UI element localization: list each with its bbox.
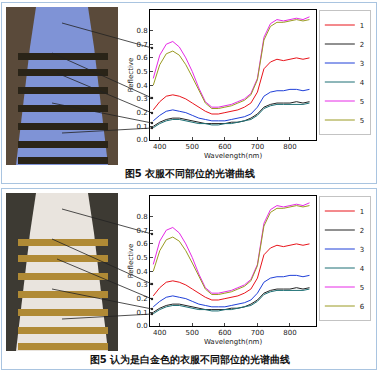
svg-text:0.4: 0.4 <box>136 82 148 90</box>
svg-text:6: 6 <box>360 303 365 311</box>
svg-text:5: 5 <box>360 98 364 106</box>
svg-text:400: 400 <box>153 143 166 151</box>
svg-text:800: 800 <box>283 143 296 151</box>
svg-text:700: 700 <box>251 143 264 151</box>
svg-text:500: 500 <box>186 143 199 151</box>
svg-text:0.8: 0.8 <box>136 213 147 221</box>
svg-text:0.3: 0.3 <box>136 95 147 103</box>
svg-text:0.3: 0.3 <box>136 281 147 289</box>
svg-text:0.6: 0.6 <box>136 54 148 62</box>
svg-text:5: 5 <box>360 284 364 292</box>
svg-text:0.1: 0.1 <box>136 123 147 131</box>
svg-text:2: 2 <box>360 227 364 235</box>
svg-text:5: 5 <box>360 117 364 125</box>
svg-text:500: 500 <box>186 329 199 337</box>
svg-text:0.1: 0.1 <box>136 309 147 317</box>
svg-text:400: 400 <box>153 329 166 337</box>
svg-text:0.5: 0.5 <box>136 68 147 76</box>
svg-text:1: 1 <box>360 208 364 216</box>
svg-text:600: 600 <box>218 329 231 337</box>
svg-text:0.6: 0.6 <box>136 240 148 248</box>
svg-text:700: 700 <box>251 329 264 337</box>
html-text:图5 认为是白金色的衣服不同部位的光谱曲线: 图5 认为是白金色的衣服不同部位的光谱曲线 <box>89 354 291 365</box>
svg-text:4: 4 <box>360 265 365 273</box>
svg-text:0.0: 0.0 <box>136 136 147 144</box>
svg-text:Wavelength(nm): Wavelength(nm) <box>204 338 263 346</box>
svg-text:Wavelength(nm): Wavelength(nm) <box>204 152 263 160</box>
svg-text:0.8: 0.8 <box>136 27 147 35</box>
html-text:图5 衣服不同部位的光谱曲线: 图5 衣服不同部位的光谱曲线 <box>124 168 256 179</box>
svg-text:0.7: 0.7 <box>136 227 147 235</box>
svg-text:3: 3 <box>360 60 364 68</box>
svg-text:0.0: 0.0 <box>136 322 147 330</box>
svg-text:1: 1 <box>360 22 364 30</box>
svg-text:0.5: 0.5 <box>136 254 147 262</box>
svg-text:0.4: 0.4 <box>136 268 148 276</box>
svg-text:2: 2 <box>360 41 364 49</box>
svg-text:3: 3 <box>360 246 364 254</box>
svg-text:0.7: 0.7 <box>136 41 147 49</box>
svg-text:800: 800 <box>283 329 296 337</box>
svg-text:0.2: 0.2 <box>136 109 147 117</box>
svg-text:0.2: 0.2 <box>136 295 147 303</box>
svg-text:600: 600 <box>218 143 231 151</box>
svg-text:Reflective: Reflective <box>127 244 135 279</box>
svg-text:Reflective: Reflective <box>127 58 135 93</box>
svg-text:4: 4 <box>360 79 365 87</box>
